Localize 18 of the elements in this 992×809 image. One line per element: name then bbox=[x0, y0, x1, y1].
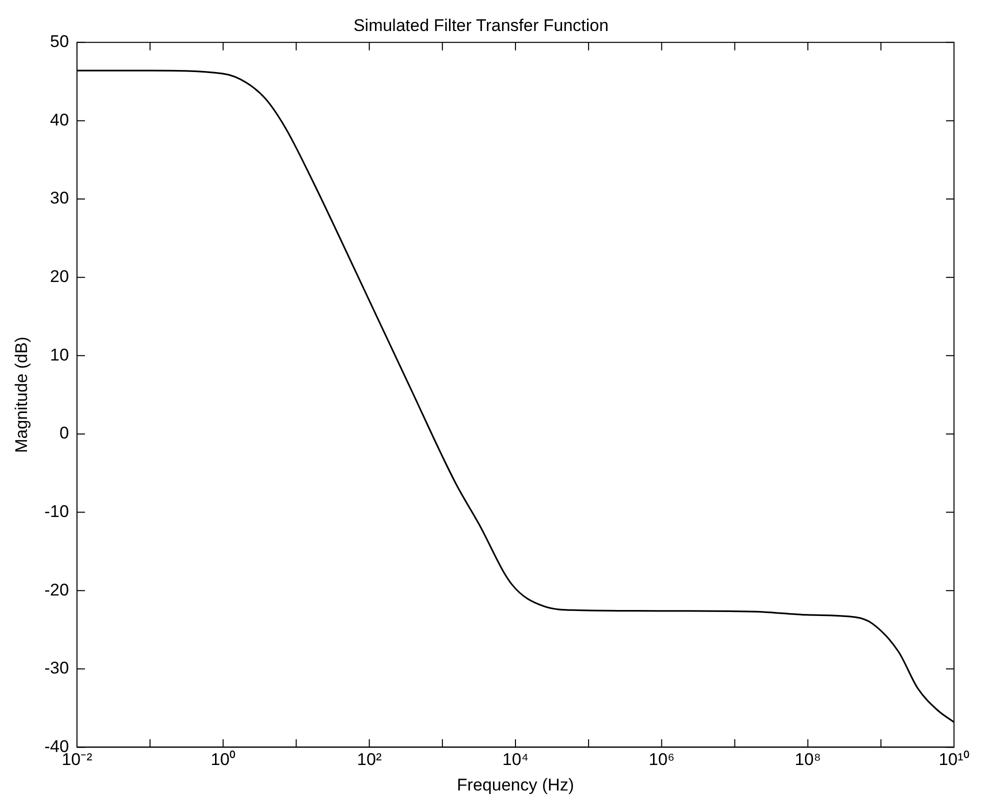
y-axis-title: Magnitude (dB) bbox=[12, 336, 31, 453]
x-tick-label: 10⁴ bbox=[502, 750, 529, 770]
y-tick-label: 10 bbox=[50, 345, 69, 364]
x-tick-label: 10¹⁰ bbox=[938, 750, 970, 770]
x-tick-label: 10⁸ bbox=[794, 750, 821, 770]
y-tick-label: 20 bbox=[50, 267, 69, 286]
y-tick-label: -20 bbox=[44, 580, 69, 600]
x-tick-label: 10⁶ bbox=[648, 750, 675, 770]
y-tick-label: 0 bbox=[60, 424, 69, 443]
x-tick-label: 10² bbox=[357, 750, 382, 770]
y-tick-label: 40 bbox=[50, 110, 69, 130]
chart-title: Simulated Filter Transfer Function bbox=[353, 16, 609, 35]
y-tick-label: 50 bbox=[50, 32, 69, 52]
y-tick-label: -30 bbox=[44, 658, 69, 678]
x-axis-title: Frequency (Hz) bbox=[456, 775, 574, 794]
y-tick-label: -10 bbox=[44, 502, 69, 521]
x-tick-label: 10⁰ bbox=[210, 750, 236, 770]
y-tick-label: 30 bbox=[50, 188, 69, 208]
